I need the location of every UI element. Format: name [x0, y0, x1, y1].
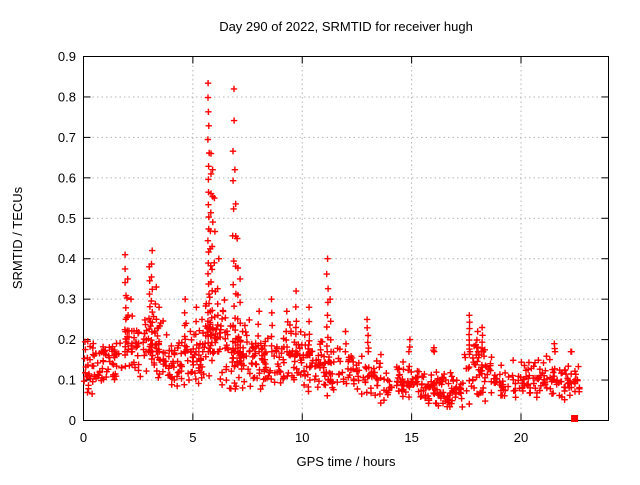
y-tick-labels: 0 0.1 0.2 0.3 0.4 0.5 0.6 0.7 0.8 0.9 [58, 49, 76, 428]
y-tick-label: 0.9 [58, 49, 76, 64]
srmtid-plus-markers [80, 80, 583, 411]
x-tick-labels: 0 5 10 15 20 [80, 430, 528, 445]
plot-frame [83, 56, 609, 421]
x-tick-label: 5 [189, 430, 196, 445]
y-tick-label: 0.7 [58, 130, 76, 145]
y-tick-label: 0.8 [58, 89, 76, 104]
x-tick-label: 0 [80, 430, 87, 445]
x-tick-label: 10 [295, 430, 309, 445]
axes-frame [83, 56, 609, 421]
x-tick-label: 20 [514, 430, 528, 445]
x-axis-label: GPS time / hours [297, 454, 396, 469]
x-tick-label: 15 [404, 430, 418, 445]
y-tick-label: 0.5 [58, 211, 76, 226]
end-square-marker [571, 414, 579, 422]
y-tick-label: 0.2 [58, 332, 76, 347]
axis-ticks [83, 56, 609, 421]
grid-lines [83, 56, 609, 421]
y-tick-label: 0.6 [58, 170, 76, 185]
y-tick-label: 0.3 [58, 292, 76, 307]
chart-title: Day 290 of 2022, SRMTID for receiver hug… [219, 19, 473, 34]
y-tick-label: 0 [69, 413, 76, 428]
y-tick-label: 0.1 [58, 373, 76, 388]
data-points [80, 80, 583, 422]
y-tick-label: 0.4 [58, 251, 76, 266]
y-axis-label: SRMTID / TECUs [10, 186, 25, 289]
